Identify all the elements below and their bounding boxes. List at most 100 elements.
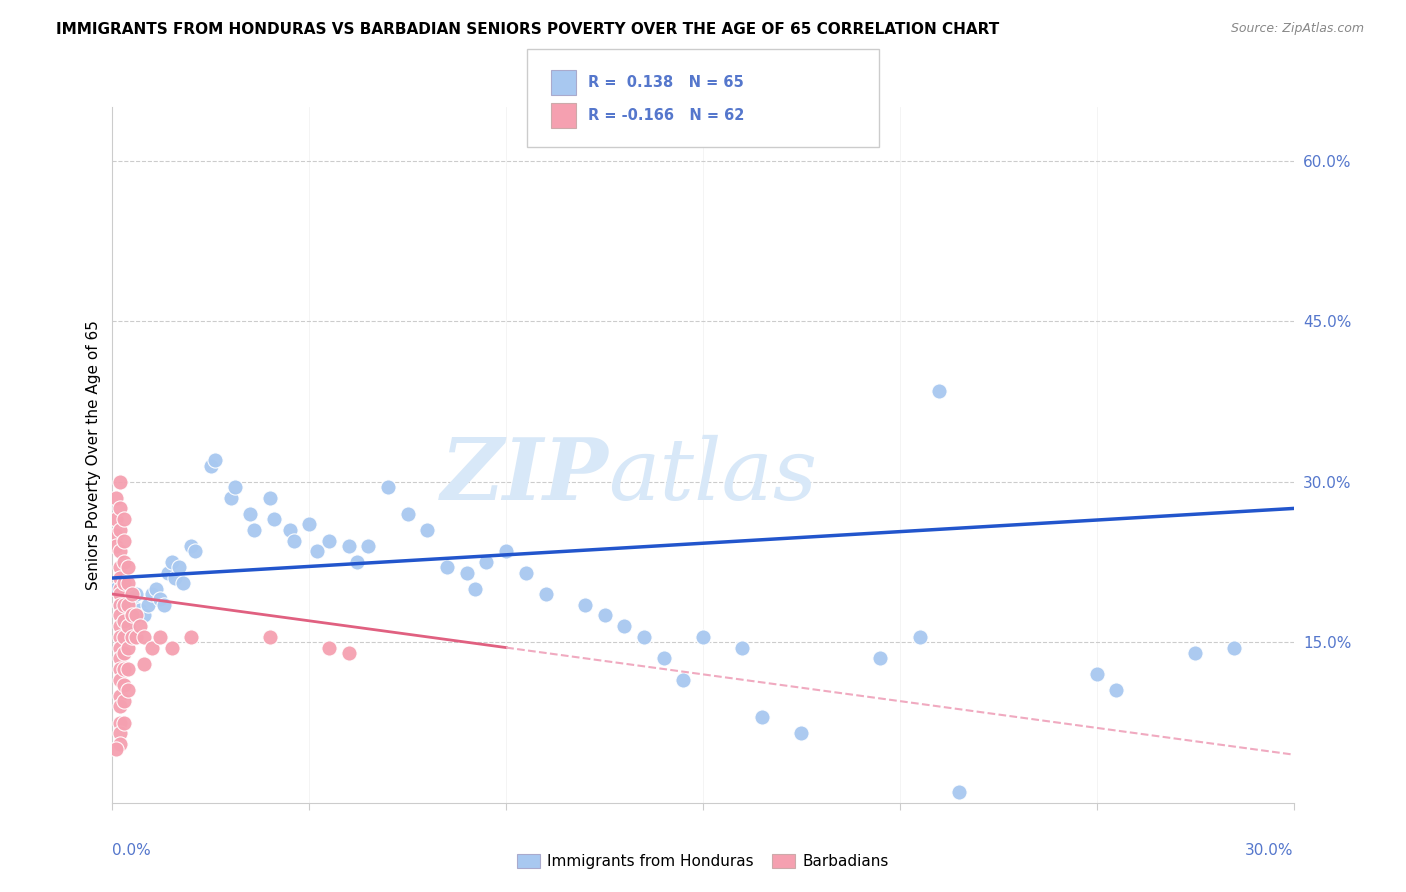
Point [110, 651, 132, 665]
Point [200, 458, 222, 473]
Text: atlas: atlas [609, 434, 818, 517]
Point [184, 544, 207, 558]
Point [456, 566, 478, 580]
Point [239, 507, 262, 521]
Point [110, 619, 132, 633]
Point [132, 608, 155, 623]
Point [110, 582, 132, 596]
Point [110, 598, 132, 612]
Point [117, 662, 139, 676]
Point [672, 673, 695, 687]
Point [117, 576, 139, 591]
Point [117, 619, 139, 633]
Point [928, 384, 950, 398]
Point [337, 646, 360, 660]
Point [318, 640, 340, 655]
Point [112, 715, 135, 730]
Point [117, 598, 139, 612]
Point [110, 475, 132, 489]
Point [129, 603, 152, 617]
Point [515, 566, 537, 580]
Point [731, 640, 754, 655]
Point [141, 587, 163, 601]
Point [112, 614, 135, 628]
Point [112, 630, 135, 644]
Point [112, 694, 135, 708]
Y-axis label: Seniors Poverty Over the Age of 65: Seniors Poverty Over the Age of 65 [86, 320, 101, 590]
Point [105, 491, 128, 505]
Point [357, 539, 380, 553]
Point [633, 630, 655, 644]
Point [125, 630, 148, 644]
Point [117, 683, 139, 698]
Point [204, 453, 226, 467]
Point [1184, 646, 1206, 660]
Point [219, 491, 242, 505]
Point [869, 651, 891, 665]
Point [169, 560, 191, 574]
Point [149, 630, 172, 644]
Point [110, 737, 132, 751]
Point [436, 560, 458, 574]
Point [160, 640, 183, 655]
Point [112, 512, 135, 526]
Point [574, 598, 596, 612]
Point [110, 501, 132, 516]
Point [117, 560, 139, 574]
Point [180, 630, 202, 644]
Point [112, 678, 135, 692]
Point [112, 576, 135, 591]
Text: ZIP: ZIP [440, 434, 609, 517]
Point [136, 598, 159, 612]
Point [117, 640, 139, 655]
Point [112, 533, 135, 548]
Point [259, 491, 281, 505]
Point [110, 523, 132, 537]
Point [121, 592, 143, 607]
Point [751, 710, 773, 724]
Point [790, 726, 813, 740]
Point [318, 533, 340, 548]
Point [121, 608, 143, 623]
Point [165, 571, 187, 585]
Point [112, 646, 135, 660]
Point [160, 555, 183, 569]
Point [112, 614, 135, 628]
Point [110, 544, 132, 558]
Point [105, 512, 128, 526]
Point [652, 651, 675, 665]
Point [110, 630, 132, 644]
Point [593, 608, 616, 623]
Point [132, 657, 155, 671]
Text: R =  0.138   N = 65: R = 0.138 N = 65 [588, 75, 744, 89]
Point [105, 528, 128, 542]
Point [105, 742, 128, 756]
Point [283, 533, 305, 548]
Point [110, 608, 132, 623]
Point [224, 480, 246, 494]
Point [692, 630, 714, 644]
Point [495, 544, 517, 558]
Point [121, 587, 143, 601]
Point [110, 587, 132, 601]
Point [129, 619, 152, 633]
Point [613, 619, 636, 633]
Point [416, 523, 439, 537]
Point [475, 555, 498, 569]
Point [156, 566, 179, 580]
Point [105, 582, 128, 596]
Point [110, 689, 132, 703]
Point [1085, 667, 1108, 681]
Point [172, 576, 194, 591]
Point [337, 539, 360, 553]
Point [110, 726, 132, 740]
Point [110, 640, 132, 655]
Point [377, 480, 399, 494]
Point [110, 598, 132, 612]
Point [125, 587, 148, 601]
Point [145, 582, 167, 596]
Point [948, 785, 970, 799]
Point [110, 571, 132, 585]
Point [110, 662, 132, 676]
Text: R = -0.166   N = 62: R = -0.166 N = 62 [588, 109, 744, 123]
